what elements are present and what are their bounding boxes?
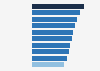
Bar bbox=[32, 4, 84, 9]
Bar bbox=[32, 30, 73, 35]
Bar bbox=[32, 56, 67, 61]
Bar bbox=[32, 49, 69, 54]
Bar bbox=[32, 62, 64, 67]
Bar bbox=[32, 10, 80, 15]
Bar bbox=[32, 23, 75, 28]
Bar bbox=[32, 17, 77, 22]
Bar bbox=[32, 43, 70, 48]
Bar bbox=[32, 36, 72, 41]
